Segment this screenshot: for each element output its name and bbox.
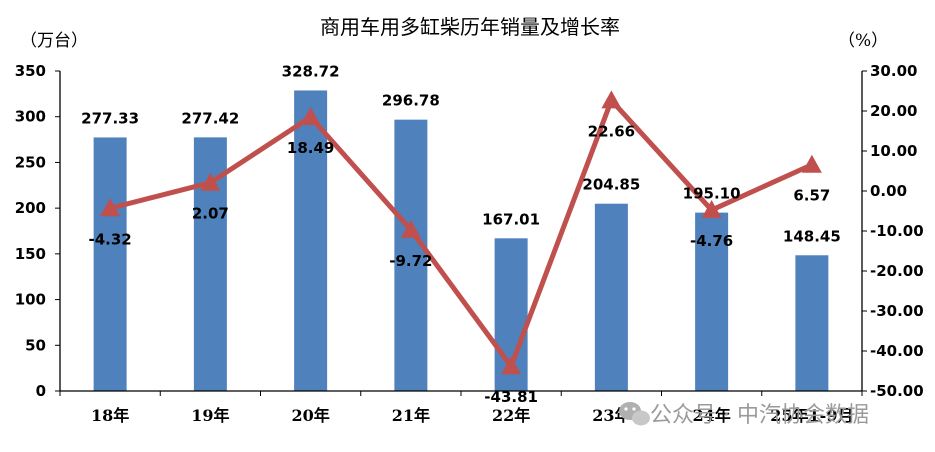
- bar-3: [394, 119, 428, 391]
- left-tick-label-1: 50: [25, 336, 46, 354]
- triangle-marker-7: [801, 154, 822, 173]
- left-tick-label-6: 300: [15, 108, 46, 126]
- right-tick-label-7: 20.00: [870, 102, 917, 120]
- growth-value-label-0: -4.32: [89, 230, 132, 248]
- growth-value-label-7: 6.57: [793, 187, 830, 205]
- left-tick-label-5: 250: [15, 153, 46, 171]
- triangle-marker-6: [701, 200, 722, 219]
- growth-line: [109, 97, 813, 369]
- left-tick-label-4: 200: [15, 199, 46, 217]
- bar-value-label-5: 204.85: [582, 176, 640, 194]
- bar-6: [695, 212, 729, 391]
- right-tick-label-4: -10.00: [870, 222, 924, 240]
- triangle-marker-1: [200, 172, 221, 191]
- bar-value-label-6: 195.10: [683, 185, 741, 203]
- growth-value-label-5: 22.66: [588, 122, 635, 140]
- bar-0: [93, 137, 127, 391]
- x-tick-label-1: 19年: [191, 406, 229, 425]
- bar-value-label-7: 148.45: [783, 227, 841, 245]
- left-tick-label-3: 150: [15, 245, 46, 263]
- bar-7: [795, 255, 829, 391]
- growth-value-label-2: 18.49: [287, 139, 334, 157]
- chart-title: 商用车用多缸柴历年销量及增长率: [320, 15, 620, 39]
- x-tick-label-0: 18年: [91, 406, 129, 425]
- data-labels: 277.33 277.42 328.72 296.78 167.01 204.85 195.…: [81, 62, 841, 406]
- watermark-text: 公众号 · 中汽协会数据: [650, 403, 869, 428]
- left-axis-unit: （万台）: [20, 31, 88, 51]
- left-tick-label-0: 0: [36, 382, 46, 400]
- x-tick-label-6: 24年: [692, 406, 730, 425]
- x-tick-label-4: 22年: [492, 406, 530, 425]
- left-tick-label-7: 350: [15, 62, 46, 80]
- right-axis-unit: （%）: [838, 31, 888, 51]
- triangle-marker-4: [501, 356, 522, 375]
- triangle-marker-0: [100, 198, 121, 217]
- right-tick-label-3: -20.00: [870, 262, 924, 280]
- triangle-marker-3: [400, 219, 421, 238]
- growth-value-label-4: -43.81: [484, 388, 538, 406]
- bar-value-label-3: 296.78: [382, 92, 440, 110]
- bar-2: [294, 90, 328, 392]
- bar-value-label-0: 277.33: [81, 109, 139, 127]
- right-tick-label-2: -30.00: [870, 302, 924, 320]
- bar-value-label-1: 277.42: [181, 109, 239, 127]
- right-tick-label-0: -50.00: [870, 382, 924, 400]
- triangle-marker-5: [601, 90, 622, 109]
- wechat-icon: [619, 402, 650, 426]
- growth-value-label-6: -4.76: [690, 232, 733, 250]
- right-tick-label-5: 0.00: [870, 182, 907, 200]
- bar-value-label-4: 167.01: [482, 210, 540, 228]
- growth-value-label-3: -9.72: [389, 252, 432, 270]
- right-tick-label-8: 30.00: [870, 62, 917, 80]
- x-tick-label-3: 21年: [392, 406, 430, 425]
- left-tick-label-2: 100: [15, 291, 46, 309]
- axes: 0 50 100 150 200 250 300 350 -50.00 -40.00 -30.00 -…: [15, 62, 924, 425]
- x-tick-label-2: 20年: [291, 406, 329, 425]
- right-tick-label-1: -40.00: [870, 342, 924, 360]
- growth-value-label-1: 2.07: [192, 205, 229, 223]
- bar-5: [594, 203, 628, 391]
- watermark: 公众号 · 中汽协会数据: [619, 402, 869, 428]
- triangle-marker-2: [300, 107, 321, 126]
- x-tick-label-7: 25年1-9月: [770, 406, 853, 425]
- growth-line-series: [100, 90, 822, 375]
- right-tick-label-6: 10.00: [870, 142, 917, 160]
- bar-value-label-2: 328.72: [282, 62, 340, 80]
